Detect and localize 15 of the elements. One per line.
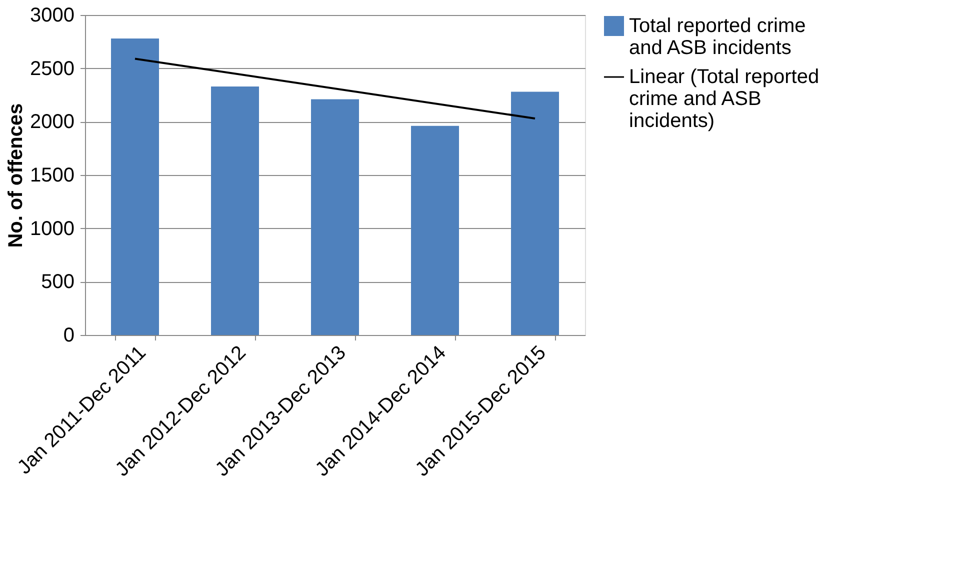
y-tick-label: 1000 — [30, 218, 74, 240]
y-tick-label: 2500 — [30, 58, 74, 80]
y-tick-label: 3000 — [30, 4, 74, 26]
bar — [511, 92, 559, 335]
y-axis-title: No. of offences — [5, 103, 28, 248]
y-tick-label: 2000 — [30, 111, 74, 134]
bar — [111, 38, 159, 335]
legend-label: Linear (Total reported crime and ASB incidents) — [629, 66, 820, 132]
bar — [211, 86, 259, 335]
bar — [311, 99, 359, 335]
y-tick-label: 1500 — [30, 164, 74, 186]
y-tick-label: 500 — [41, 271, 74, 294]
y-tick-label: 0 — [63, 324, 74, 346]
bar — [411, 126, 459, 335]
legend-label: Total reported crime and ASB incidents — [629, 15, 806, 59]
